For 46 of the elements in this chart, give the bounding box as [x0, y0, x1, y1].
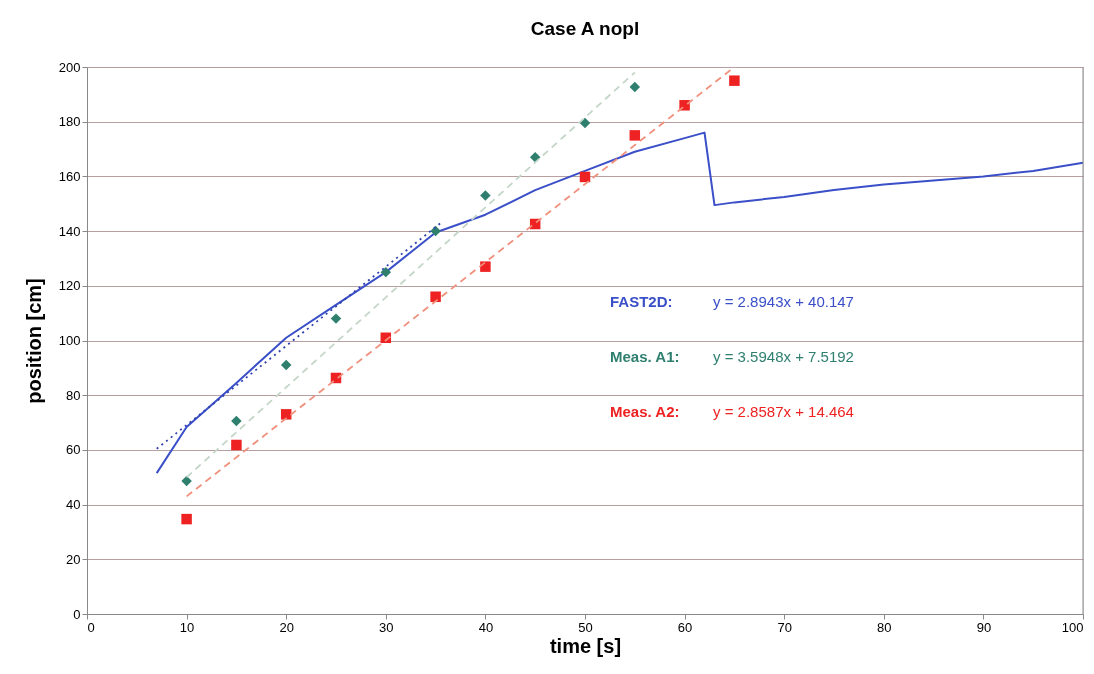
- line-series: [155, 131, 1084, 475]
- text: FAST2D:: [610, 293, 673, 310]
- y-tick-label: 100: [58, 333, 81, 348]
- text: Meas. A2:: [610, 403, 680, 420]
- point: [480, 261, 491, 272]
- point: [629, 81, 641, 93]
- x-tick-label: 70: [777, 619, 792, 635]
- x-tick-label: 20: [279, 619, 294, 635]
- y-tick-label: 0: [73, 606, 81, 622]
- annotation: y = 3.5948x + 7.5192: [713, 348, 854, 365]
- chart-title: Case A nopl: [530, 18, 640, 39]
- y-axis-title: position [cm]: [22, 278, 45, 404]
- y-tick-label: 160: [58, 168, 81, 184]
- y-tick-label: 60: [66, 442, 81, 458]
- y-tick-label: 140: [58, 223, 81, 239]
- y-tick-label: 200: [58, 59, 81, 75]
- x-tick-label: 100: [1061, 619, 1084, 635]
- point: [231, 415, 242, 427]
- point: [280, 409, 292, 420]
- y-tick-label: 80: [66, 387, 81, 403]
- x-tick-label: 0: [87, 619, 95, 635]
- annotation: y = 2.8943x + 40.147: [713, 293, 854, 310]
- y-tick-label: 180: [58, 114, 81, 130]
- x-tick-label: 90: [976, 619, 992, 635]
- point: [729, 75, 740, 86]
- x-tick-label: 50: [578, 619, 593, 635]
- x-tick-label: 30: [379, 619, 394, 635]
- y-tick-label: 120: [58, 278, 81, 294]
- x-axis-title: time [s]: [549, 634, 622, 657]
- y-tick-label: 40: [66, 497, 81, 513]
- x-tick-label: 40: [478, 619, 494, 635]
- point: [231, 439, 242, 451]
- y-tick-label: 20: [66, 551, 81, 567]
- point: [380, 266, 392, 278]
- point: [579, 117, 591, 129]
- text: Meas. A1:: [610, 348, 680, 365]
- point: [181, 513, 192, 525]
- point: [330, 313, 342, 324]
- point: [480, 190, 491, 201]
- x-tick-label: 60: [677, 619, 693, 635]
- point: [280, 359, 292, 371]
- point: [430, 291, 441, 302]
- x-tick-label: 80: [877, 619, 892, 635]
- annotation: y = 2.8587x + 14.464: [713, 403, 854, 420]
- point: [629, 130, 641, 141]
- x-tick-label: 10: [179, 619, 195, 635]
